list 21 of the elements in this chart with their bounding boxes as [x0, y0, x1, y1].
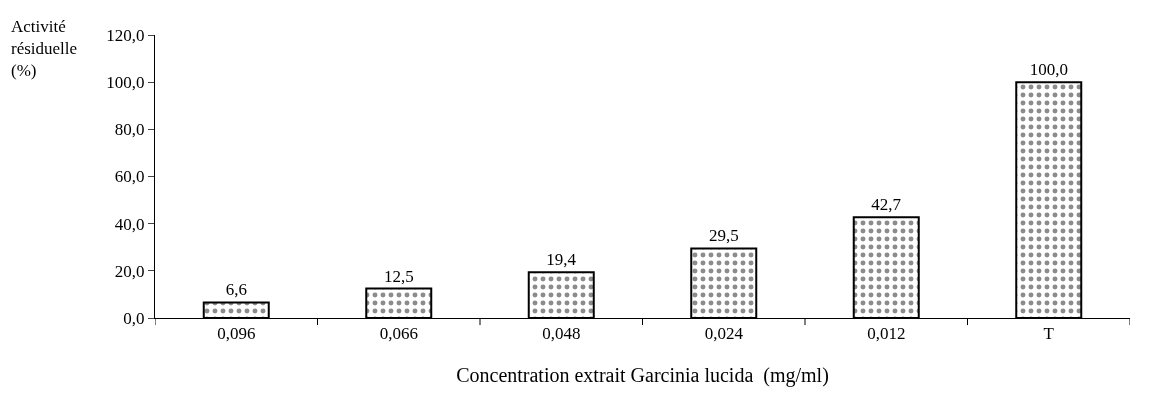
- data-label: 6,6: [225, 280, 247, 300]
- y-tick-label: 120,0: [106, 25, 145, 45]
- x-tick-label: 0,024: [704, 324, 744, 344]
- x-tick-label: 0,048: [542, 324, 581, 344]
- data-label: 42,7: [871, 195, 902, 215]
- data-label: 100,0: [1029, 60, 1068, 80]
- y-tick-label: 60,0: [114, 167, 145, 187]
- x-tick-label: 0,012: [867, 324, 906, 344]
- y-tick-label: 40,0: [114, 214, 145, 234]
- x-tick-label: T: [1043, 324, 1055, 344]
- y-tick-label: 100,0: [106, 73, 145, 93]
- data-label: 29,5: [708, 226, 739, 246]
- y-axis-title: Activité résiduelle (%): [11, 17, 78, 81]
- data-label: 19,4: [546, 250, 577, 270]
- x-tick-label: 0,096: [217, 324, 256, 344]
- x-axis-title: Concentration extrait Garcinia lucida (mg/ml): [456, 363, 829, 387]
- y-tick-label: 80,0: [114, 120, 145, 140]
- y-tick-label: 0,0: [123, 308, 145, 328]
- x-tick-label: 0,066: [379, 324, 418, 344]
- data-label: 12,5: [383, 266, 414, 286]
- y-tick-label: 20,0: [114, 261, 145, 281]
